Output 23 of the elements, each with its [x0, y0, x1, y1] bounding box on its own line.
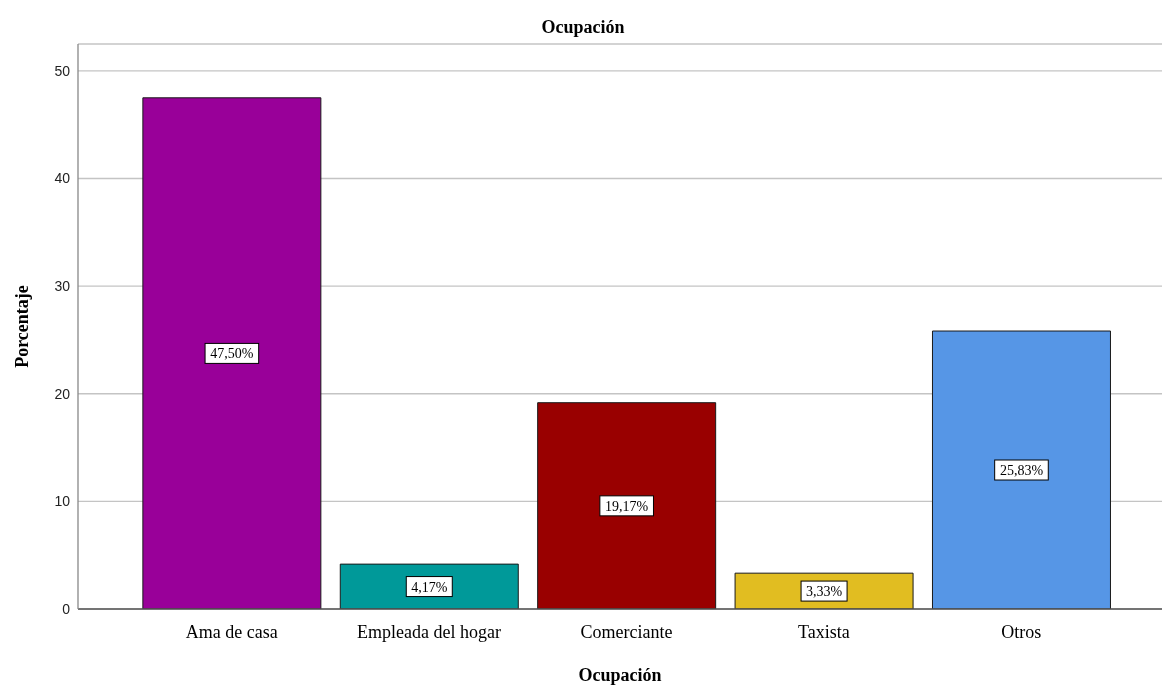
y-tick-label: 30 [54, 278, 71, 295]
bar [537, 402, 717, 609]
x-tick-label: Empleada del hogar [357, 621, 502, 642]
y-tick-label: 0 [62, 600, 71, 617]
x-tick-label: Taxista [798, 621, 850, 642]
y-tick-label: 10 [54, 493, 71, 510]
chart-title: Ocupación [540, 16, 626, 38]
bar [339, 563, 519, 609]
x-axis-title: Ocupación [578, 665, 662, 685]
bar [931, 330, 1111, 609]
data-label: 19,17% [605, 498, 649, 514]
data-label: 3,33% [805, 584, 843, 600]
y-tick-label: 40 [54, 170, 71, 187]
x-tick-label: Otros [1001, 621, 1042, 642]
bar [142, 97, 322, 609]
y-tick-label: 20 [54, 385, 71, 402]
x-tick-label: Ama de casa [185, 621, 278, 642]
data-label: 25,83% [999, 463, 1044, 479]
y-axis-title: Porcentaje [12, 285, 32, 368]
data-label: 4,17% [411, 579, 448, 595]
data-label: 47,50% [210, 346, 254, 362]
y-tick-label: 50 [54, 62, 71, 79]
x-tick-label: Comerciante [580, 621, 673, 642]
